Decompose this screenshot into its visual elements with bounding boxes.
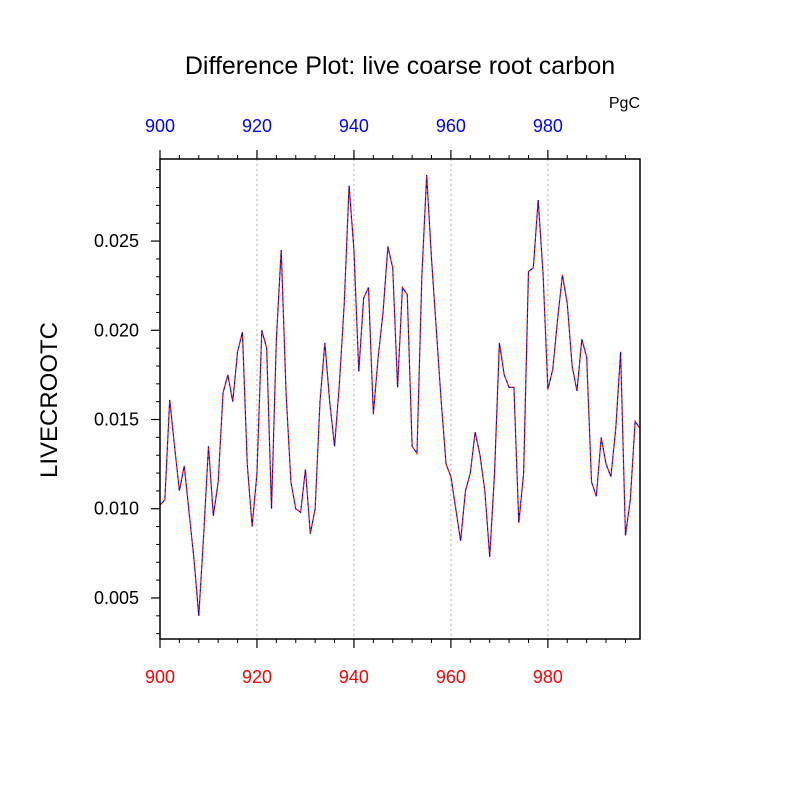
series-lines xyxy=(159,175,641,616)
plot-area-frame xyxy=(159,158,641,640)
grid-lines xyxy=(256,159,549,639)
top-x-tick-label: 920 xyxy=(242,116,272,136)
top-x-tick-labels: 900 920 940 960 980 xyxy=(145,116,563,136)
top-x-tick-label: 980 xyxy=(533,116,563,136)
y-tick-label: 0.020 xyxy=(94,320,139,340)
y-tick-labels: 0.005 0.010 0.015 0.020 0.025 xyxy=(94,231,139,608)
y-tick-label: 0.025 xyxy=(94,231,139,251)
bottom-x-tick-label: 940 xyxy=(339,667,369,687)
bottom-x-tick-label: 920 xyxy=(242,667,272,687)
top-x-tick-label: 940 xyxy=(339,116,369,136)
top-x-tick-label: 900 xyxy=(145,116,175,136)
series-line-2 xyxy=(159,175,641,616)
bottom-x-tick-label: 900 xyxy=(145,667,175,687)
y-axis-label: LIVECROOTC xyxy=(36,322,63,478)
chart-title: Difference Plot: live coarse root carbon xyxy=(185,52,615,80)
minor-ticks xyxy=(156,155,626,643)
top-x-tick-label: 960 xyxy=(436,116,466,136)
bottom-x-tick-labels: 900 920 940 960 980 xyxy=(145,667,563,687)
bottom-x-tick-label: 960 xyxy=(436,667,466,687)
y-tick-label: 0.010 xyxy=(94,499,139,519)
major-ticks xyxy=(151,150,549,648)
bottom-x-tick-label: 980 xyxy=(533,667,563,687)
units-label: PgC xyxy=(609,95,640,112)
y-tick-label: 0.015 xyxy=(94,410,139,430)
y-tick-label: 0.005 xyxy=(94,588,139,608)
